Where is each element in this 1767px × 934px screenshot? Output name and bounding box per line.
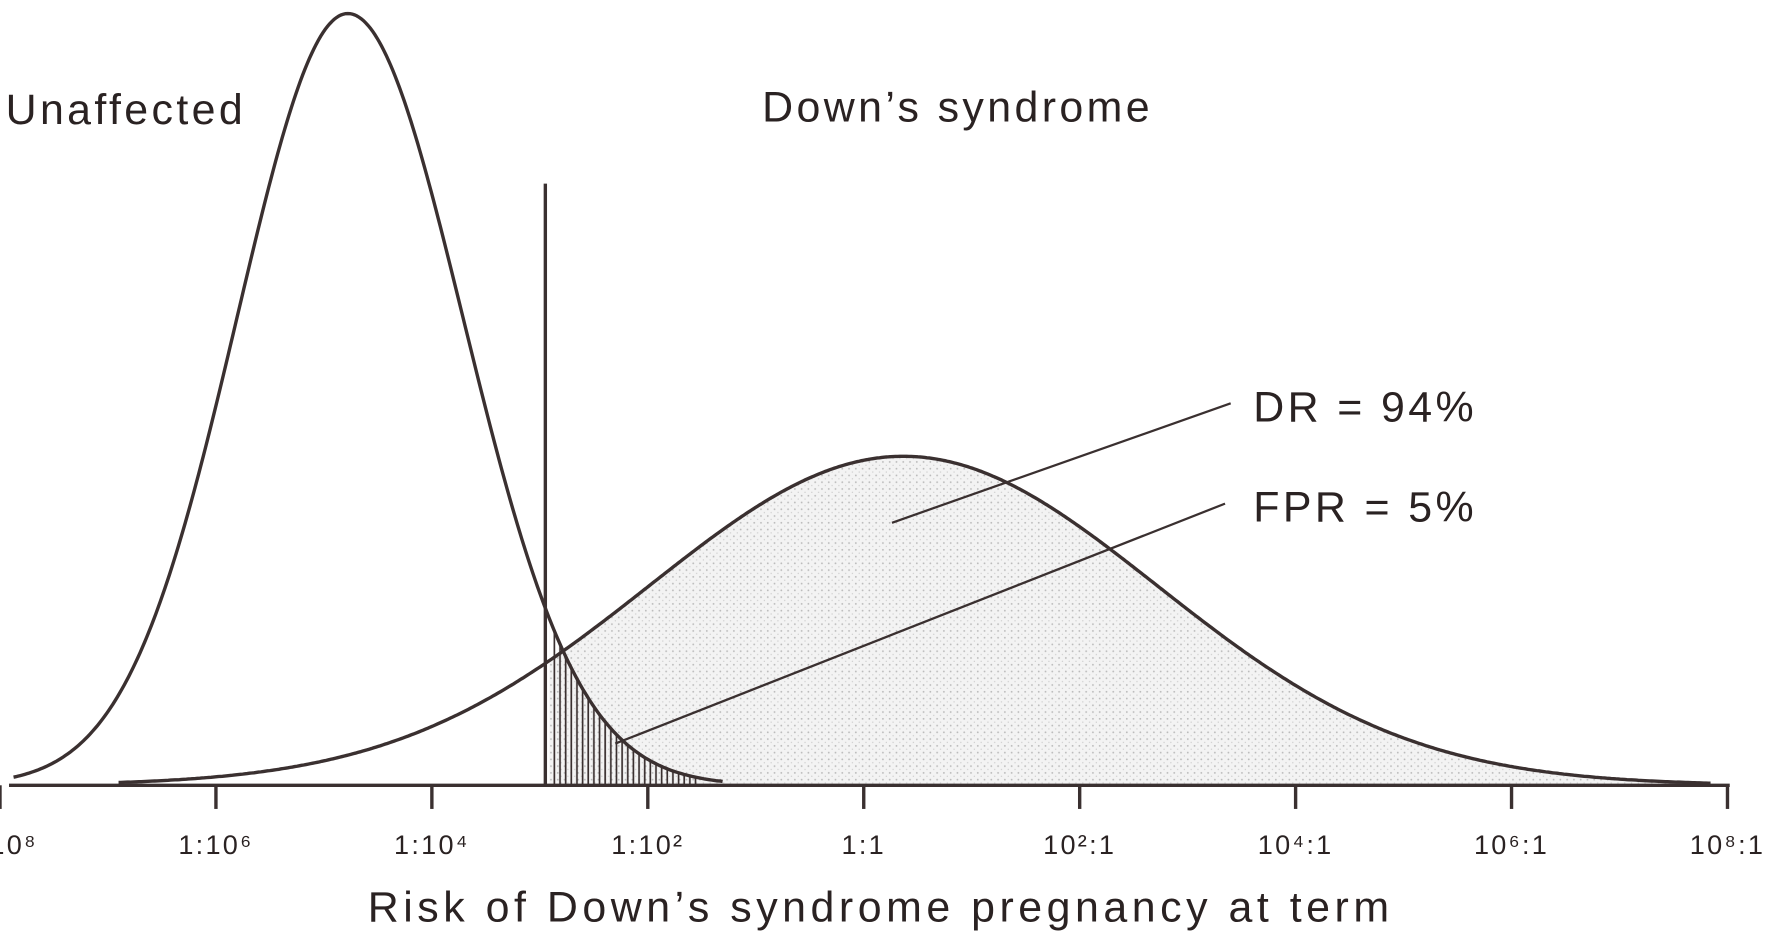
tick-label: 1:1	[842, 830, 886, 860]
tick-label: 1:10⁸	[0, 830, 38, 860]
x-ticks: 1:10⁸ 1:10⁶ 1:10⁴ 1:10² 1:1 10²:1 10⁴:1 10⁶:1 10…	[0, 785, 1765, 860]
curves	[13, 11, 1711, 786]
tick-label: 10²:1	[1043, 830, 1116, 860]
fpr-area	[549, 619, 701, 786]
dr-pointer	[891, 402, 1232, 524]
downs-label: Down’s syndrome	[762, 84, 1153, 132]
axis-title: Risk of Down’s syndrome pregnancy at ter…	[368, 884, 1394, 932]
downs-curve	[118, 454, 1711, 785]
unaffected-curve	[13, 11, 723, 784]
dr-label: DR = 94%	[1253, 383, 1477, 431]
fpr-label: FPR = 5%	[1253, 484, 1477, 532]
tick-label: 1:10²	[611, 830, 684, 860]
tick-label: 1:10⁶	[178, 830, 253, 860]
tick-label: 1:10⁴	[394, 830, 470, 860]
fpr-pointer	[614, 502, 1226, 745]
unaffected-label: Unaffected	[6, 86, 247, 134]
tick-label: 10⁶:1	[1474, 830, 1549, 860]
tick-label: 10⁴:1	[1258, 830, 1334, 860]
dr-area	[549, 456, 1711, 786]
tick-label: 10⁸:1	[1690, 830, 1765, 860]
